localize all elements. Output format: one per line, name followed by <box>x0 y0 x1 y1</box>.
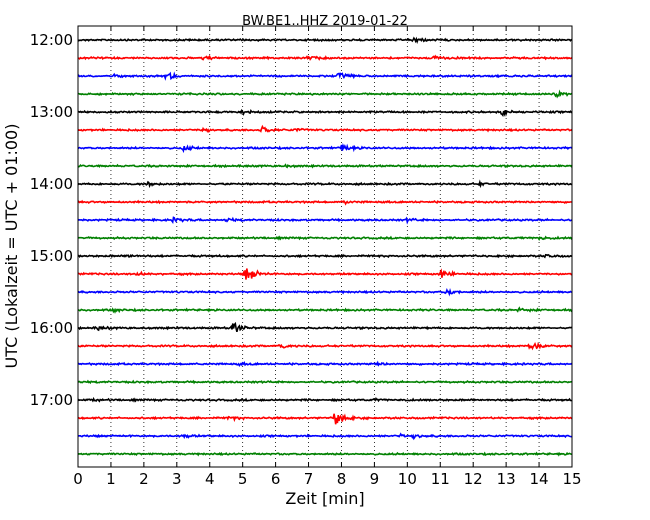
trace-1245 <box>77 89 573 99</box>
trace-1430 <box>77 216 573 225</box>
trace-1230 <box>77 71 573 81</box>
x-tick-label: 3 <box>172 470 182 488</box>
trace-1545 <box>78 306 573 314</box>
x-tick-label: 7 <box>304 470 314 488</box>
x-tick-label: 0 <box>73 470 83 488</box>
grid <box>110 26 540 467</box>
chart-title: BW.BE1..HHZ 2019-01-22 <box>242 14 408 29</box>
trace-1415 <box>77 199 573 206</box>
y-tick-label: 17:00 <box>30 391 73 409</box>
y-tick-label: 15:00 <box>30 247 73 265</box>
x-tick-label: 12 <box>464 470 483 488</box>
trace-1300 <box>77 108 573 118</box>
plot-frame <box>77 25 573 468</box>
trace-1730 <box>77 432 573 441</box>
y-tick-label: 14:00 <box>30 175 73 193</box>
x-tick-label: 8 <box>337 470 347 488</box>
trace-1445 <box>77 235 573 242</box>
trace-1630 <box>77 360 573 367</box>
x-tick-label: 11 <box>431 470 450 488</box>
trace-1700 <box>77 396 573 403</box>
x-tick-label: 6 <box>271 470 281 488</box>
x-tick-label: 4 <box>205 470 215 488</box>
x-tick-label: 10 <box>398 470 417 488</box>
trace-1345 <box>77 163 573 169</box>
trace-1645 <box>77 379 573 385</box>
trace-1745 <box>77 451 573 457</box>
trace-1530 <box>77 288 573 297</box>
trace-1400 <box>77 179 573 189</box>
trace-1215 <box>77 54 573 61</box>
trace-1515 <box>77 268 573 280</box>
y-tick-label: 12:00 <box>30 31 73 49</box>
y-tick-label: 16:00 <box>30 319 73 337</box>
traces <box>77 36 573 457</box>
x-tick-label: 13 <box>497 470 516 488</box>
x-tick-label: 14 <box>530 470 549 488</box>
y-axis-label: UTC (Lokalzeit = UTC + 01:00) <box>2 124 21 369</box>
x-tick-label: 1 <box>106 470 116 488</box>
trace-1500 <box>77 253 573 259</box>
trace-1330 <box>77 142 573 154</box>
trace-1315 <box>77 124 573 133</box>
x-axis-label: Zeit [min] <box>285 489 364 508</box>
y-tick-label: 13:00 <box>30 103 73 121</box>
trace-1200 <box>77 36 573 44</box>
x-tick-label: 9 <box>370 470 380 488</box>
x-tick-label: 5 <box>238 470 248 488</box>
x-tick-label: 15 <box>562 470 581 488</box>
trace-1600 <box>77 321 573 332</box>
trace-1615 <box>77 342 573 351</box>
x-axis: 0 1 2 3 4 5 6 7 8 9 10 11 12 13 14 15 <box>73 26 582 488</box>
x-tick-label: 2 <box>139 470 149 488</box>
y-axis: 12:00 13:00 14:00 15:00 16:00 17:00 <box>30 31 83 409</box>
trace-1715 <box>77 413 573 425</box>
